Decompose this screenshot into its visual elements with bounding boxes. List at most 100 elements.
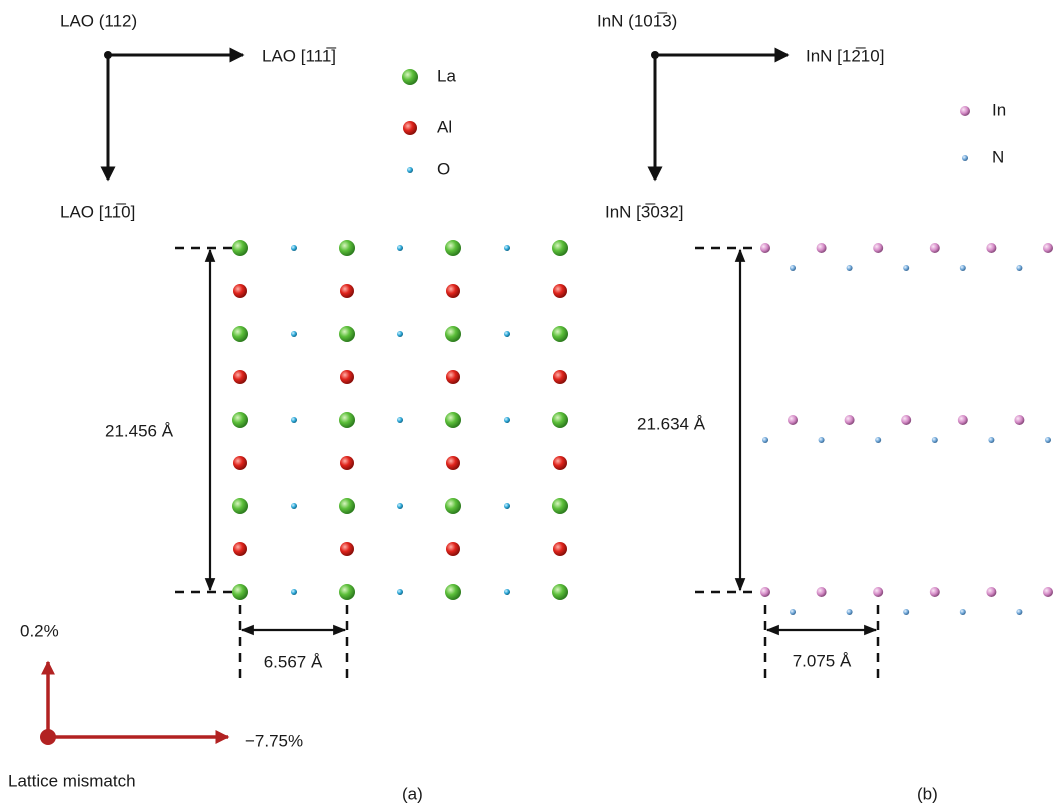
legend-label: In [992, 100, 1006, 119]
in-atom [986, 243, 997, 253]
la-atom [445, 412, 461, 428]
o-atom [504, 503, 510, 509]
mismatch-title: Lattice mismatch [8, 771, 136, 790]
la-atom [232, 584, 248, 600]
o-atom [291, 503, 297, 509]
n-atom [959, 265, 966, 271]
o-atom [504, 245, 510, 251]
o-atom [397, 589, 403, 595]
orientation-origin: LAO (112) [60, 11, 137, 30]
o-atom [291, 417, 297, 423]
axis-origin [651, 51, 659, 59]
al-atom [233, 284, 247, 298]
in-atom [844, 415, 855, 425]
la-atom [232, 326, 248, 342]
n-atom [875, 437, 882, 443]
in-atom [760, 243, 770, 253]
width-label: 6.567 Å [264, 652, 323, 671]
in-atom [788, 415, 798, 425]
axis-origin [104, 51, 112, 59]
in-atom [816, 243, 827, 253]
orientation-b: InN (101̅3) InN [12̅10] InN [3̅032] [597, 11, 884, 221]
in-atom [929, 587, 940, 597]
mismatch-origin [40, 729, 56, 745]
in-atom [1043, 587, 1053, 597]
in-atom [901, 415, 912, 425]
orientation-vertical: InN [3̅032] [605, 202, 683, 221]
dimensions-a: 21.456 Å 6.567 Å [105, 246, 349, 680]
mismatch-vertical: 0.2% [20, 621, 59, 640]
height-label: 21.634 Å [637, 414, 706, 433]
n-atom [790, 265, 796, 271]
o-atom [504, 417, 510, 423]
legend-swatch [407, 167, 413, 173]
orientation-a: LAO (112) LAO [111̅] LAO [11̅0] [60, 11, 336, 221]
n-atom [762, 437, 768, 443]
la-atom [339, 240, 355, 256]
caption: (b) [917, 784, 938, 803]
o-atom [397, 331, 403, 337]
o-atom [504, 589, 510, 595]
dimensions-b: 21.634 Å 7.075 Å [637, 246, 880, 680]
o-atom [291, 245, 297, 251]
in-atom [957, 415, 968, 425]
legend-label: Al [437, 117, 452, 136]
n-atom [846, 609, 853, 615]
mismatch-horizontal: −7.75% [245, 731, 303, 750]
al-atom [340, 370, 354, 384]
o-atom [291, 589, 297, 595]
la-atom [232, 498, 248, 514]
legend-swatch [403, 121, 417, 135]
o-atom [397, 245, 403, 251]
orientation-horizontal: InN [12̅10] [806, 46, 884, 65]
o-atom [291, 331, 297, 337]
legend-swatch [960, 106, 970, 116]
in-atom [816, 587, 827, 597]
n-atom [931, 437, 938, 443]
la-atom [445, 240, 461, 256]
caption: (a) [402, 784, 423, 803]
n-atom [846, 265, 853, 271]
n-atom [903, 609, 910, 615]
height-label: 21.456 Å [105, 421, 174, 440]
o-atom [397, 503, 403, 509]
n-atom [959, 609, 966, 615]
mismatch-axes: 0.2% −7.75% Lattice mismatch [8, 621, 303, 790]
legend-label: O [437, 159, 450, 178]
o-atom [504, 331, 510, 337]
in-atom [929, 243, 940, 253]
la-atom [232, 240, 248, 256]
atoms [232, 240, 1053, 615]
orientation-origin: InN (101̅3) [597, 11, 677, 30]
al-atom [233, 542, 247, 556]
in-atom [1014, 415, 1025, 425]
n-atom [988, 437, 995, 443]
al-atom [340, 542, 354, 556]
la-atom [339, 412, 355, 428]
in-atom [1043, 243, 1053, 253]
n-atom [818, 437, 825, 443]
n-atom [1016, 265, 1023, 271]
la-atom [445, 584, 461, 600]
al-atom [446, 542, 460, 556]
al-atom [553, 370, 567, 384]
legend-b: In N [960, 100, 1006, 166]
al-atom [446, 456, 460, 470]
al-atom [553, 542, 567, 556]
legend-label: N [992, 147, 1004, 166]
la-atom [445, 326, 461, 342]
in-atom [873, 243, 884, 253]
la-atom [552, 498, 568, 514]
al-atom [233, 456, 247, 470]
legend-swatch [402, 69, 418, 85]
in-atom [873, 587, 884, 597]
al-atom [553, 284, 567, 298]
la-atom [552, 584, 568, 600]
la-atom [552, 240, 568, 256]
legend-label: La [437, 66, 456, 85]
la-atom [339, 326, 355, 342]
n-atom [1016, 609, 1023, 615]
al-atom [340, 284, 354, 298]
al-atom [446, 370, 460, 384]
